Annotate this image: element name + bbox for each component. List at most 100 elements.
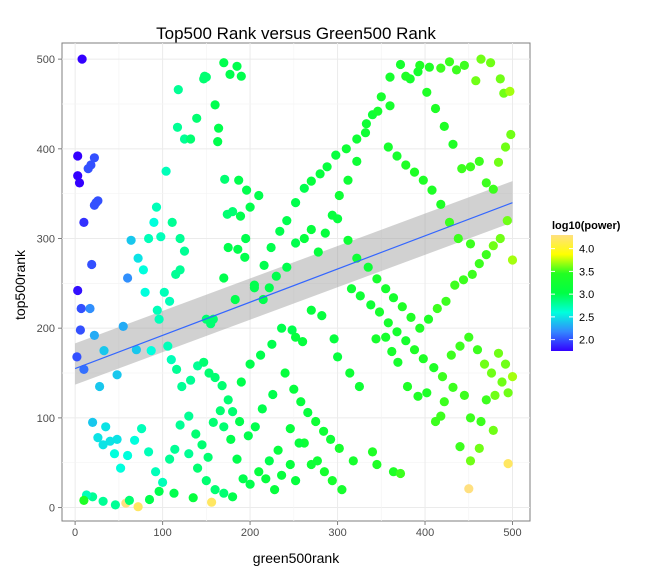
data-point [289, 384, 299, 394]
data-point [173, 85, 183, 95]
data-point [266, 242, 276, 253]
data-point [228, 207, 238, 217]
data-point [393, 357, 403, 367]
data-point [220, 174, 230, 184]
data-point [348, 456, 358, 466]
chart-title: Top500 Rank versus Green500 Rank [156, 24, 436, 43]
regression-line [74, 202, 513, 370]
data-point [271, 271, 281, 281]
data-point [319, 426, 329, 436]
data-point [257, 404, 267, 414]
data-point [291, 476, 301, 486]
y-tick-label: 0 [49, 503, 55, 515]
data-point [285, 424, 295, 434]
data-point [467, 269, 477, 279]
data-point [418, 175, 428, 185]
data-point [177, 381, 187, 392]
data-point [144, 233, 154, 244]
data-point [267, 339, 277, 349]
x-tick-label: 200 [241, 527, 259, 539]
x-tick-label: 0 [72, 527, 78, 539]
data-point [232, 454, 242, 464]
data-point [334, 443, 344, 453]
data-point [474, 259, 484, 269]
data-point [215, 406, 225, 416]
data-point [210, 372, 220, 383]
legend-label: 2.0 [579, 335, 594, 347]
data-point [76, 303, 86, 314]
data-point [285, 459, 295, 470]
data-point [395, 59, 406, 70]
data-point [481, 395, 491, 405]
data-point [280, 368, 290, 378]
data-point [383, 318, 393, 328]
data-point [388, 293, 399, 303]
data-point [223, 395, 233, 405]
data-point [234, 175, 244, 185]
data-point [423, 314, 434, 324]
data-point [444, 57, 455, 67]
data-point [192, 113, 202, 123]
data-point [465, 239, 476, 249]
data-point [392, 327, 402, 337]
data-point [105, 436, 115, 446]
data-point [313, 247, 323, 257]
data-point [184, 449, 194, 459]
data-point [471, 76, 481, 86]
data-point [299, 233, 309, 244]
data-point [235, 211, 246, 221]
data-point [264, 456, 274, 466]
data-point [354, 381, 364, 392]
data-point [437, 372, 448, 382]
data-point [275, 226, 285, 236]
data-point [453, 233, 463, 244]
data-point [219, 273, 229, 283]
data-point [479, 359, 490, 369]
data-point [299, 183, 309, 193]
data-point [424, 62, 434, 72]
data-point [291, 238, 301, 248]
data-point [282, 216, 292, 226]
data-point [503, 388, 513, 398]
y-tick-label: 500 [37, 54, 55, 66]
data-point [385, 72, 395, 82]
data-point [402, 381, 413, 392]
data-point [217, 381, 227, 391]
data-point [361, 119, 371, 129]
data-point [341, 144, 351, 154]
y-axis-title: top500rank [12, 249, 28, 320]
data-point [465, 413, 476, 423]
color-legend: log10(power) 2.0 2.5 3.0 3.5 4.0 [551, 220, 621, 351]
data-point [374, 307, 385, 317]
data-point [459, 390, 469, 400]
data-point [98, 440, 108, 450]
data-point [230, 294, 240, 305]
data-point [448, 139, 458, 149]
data-point [197, 440, 207, 450]
data-point [126, 235, 136, 245]
data-point [507, 255, 518, 265]
data-point [87, 259, 97, 270]
data-point [179, 246, 190, 256]
data-point [429, 363, 439, 373]
data-point [372, 274, 382, 284]
trend-line [74, 202, 513, 370]
data-point [223, 242, 233, 253]
data-point [254, 467, 264, 477]
data-point [493, 348, 504, 358]
data-point [235, 416, 245, 427]
data-point [282, 262, 292, 272]
data-point [118, 321, 128, 331]
data-point [409, 345, 420, 355]
data-point [502, 216, 512, 226]
data-point [151, 202, 162, 212]
data-point [74, 178, 85, 188]
data-point [459, 60, 469, 70]
data-point [236, 377, 246, 387]
data-point [409, 167, 420, 177]
data-point [446, 350, 456, 360]
data-point [450, 280, 460, 290]
data-point [175, 233, 185, 244]
data-point [131, 345, 141, 355]
data-point [214, 123, 224, 133]
